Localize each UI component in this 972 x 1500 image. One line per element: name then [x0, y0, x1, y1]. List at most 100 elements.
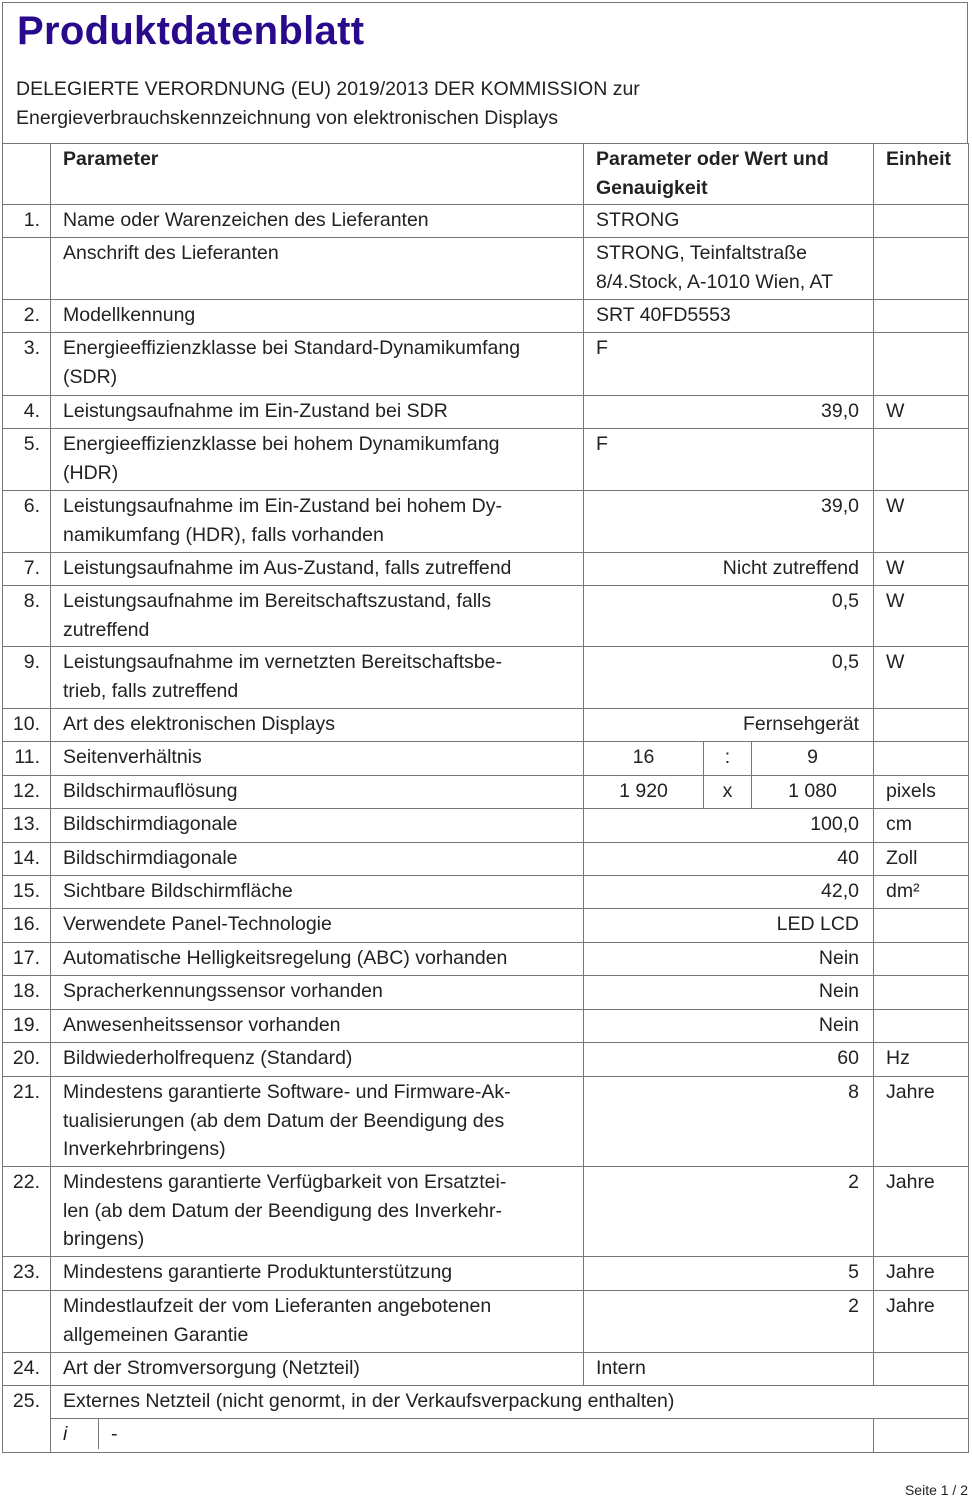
row-parameter: Name oder Warenzeichen des Lieferanten [50, 204, 584, 238]
table-row: 17. Automatische Helligkeitsregelung (ABC… [2, 942, 969, 976]
row-value-separator: x [703, 775, 752, 809]
row-number: 21. [2, 1076, 51, 1167]
table-row: 18. Spracherkennungssensor vorhanden Nein [2, 975, 969, 1010]
row-number: 10. [2, 708, 51, 742]
row-value: 0,5 [583, 585, 874, 647]
header-unit: Einheit [873, 143, 969, 205]
table-row: 20. Bildwiederholfrequenz (Standard) 60 Hz [2, 1042, 969, 1077]
row-unit: Jahre [873, 1076, 969, 1167]
row-parameter: Mindestens garantierte Verfügbarkeit von… [50, 1166, 584, 1257]
row-value: Nicht zutreffend [583, 552, 874, 586]
row-value: 0,5 [583, 646, 874, 709]
row-unit [873, 428, 969, 491]
row-parameter: Anschrift des Lieferanten [50, 237, 584, 300]
row-unit [873, 1352, 969, 1386]
row-number: 13. [2, 808, 51, 843]
row-parameter: Sichtbare Bildschirmfläche [50, 875, 584, 909]
table-row: 14. Bildschirmdiagonale 40 Zoll [2, 842, 969, 876]
row-parameter: Bildwiederholfrequenz (Standard) [50, 1042, 584, 1077]
row-parameter: Art des elektronischen Displays [50, 708, 584, 742]
row-parameter: Mindestlaufzeit der vom Lieferanten ange… [50, 1290, 584, 1353]
table-row: 9. Leistungsaufnahme im vernetzten Bereit… [2, 646, 969, 709]
table-row: 5. Energieeffizienzklasse bei hohem Dynam… [2, 428, 969, 491]
header-value: Parameter oder Wert und Genauigkeit [583, 143, 874, 205]
row-unit [873, 204, 969, 238]
row-unit: Jahre [873, 1256, 969, 1291]
table-row: 2. Modellkennung SRT 40FD5553 [2, 299, 969, 333]
row-number [2, 237, 51, 300]
table-row: 15. Sichtbare Bildschirmfläche 42,0 dm² [2, 875, 969, 909]
row-unit: Hz [873, 1042, 969, 1077]
row-number: 25. [2, 1385, 51, 1453]
product-data-table: Parameter Parameter oder Wert und Genaui… [2, 143, 969, 1453]
table-row: 7. Leistungsaufnahme im Aus-Zustand, fall… [2, 552, 969, 586]
document-header: Produktdatenblatt DELEGIERTE VERORDNUNG … [2, 2, 968, 144]
row-parameter: Mindestens garantierte Software- und Fir… [50, 1076, 584, 1167]
table-row: 22. Mindestens garantierte Verfügbarkeit … [2, 1166, 969, 1257]
row-number: 5. [2, 428, 51, 491]
table-row: 23. Mindestens garantierte Produktunterst… [2, 1256, 969, 1291]
row-parameter: Art der Stromversorgung (Netzteil) [50, 1352, 584, 1386]
table-row-sub-i: i- [3, 1418, 969, 1453]
row-parameter: Bildschirmauflösung [50, 775, 584, 809]
row-parameter: Anwesenheitssensor vorhanden [50, 1009, 584, 1043]
row-parameter: Spracherkennungssensor vorhanden [50, 975, 584, 1010]
row-value: 39,0 [583, 395, 874, 429]
row-parameter: Mindestens garantierte Produktunterstütz… [50, 1256, 584, 1291]
row-number: 3. [2, 332, 51, 396]
row-value: F [583, 428, 874, 491]
row-unit [873, 942, 969, 976]
row-parameter: Energieeffizienzklasse bei hohem Dynamik… [50, 428, 584, 491]
row-parameter: Energieeffizienzklasse bei Standard-Dyna… [50, 332, 584, 396]
row-unit [873, 741, 969, 776]
row-number: 2. [2, 299, 51, 333]
row-value: Nein [583, 975, 874, 1010]
header-num [2, 143, 51, 205]
row-unit [873, 299, 969, 333]
row-value: 5 [583, 1256, 874, 1291]
row-number: 23. [2, 1256, 51, 1291]
row-number: 22. [2, 1166, 51, 1257]
row-parameter: Modellkennung [50, 299, 584, 333]
table-row-25: 25. Externes Netzteil (nicht genormt, in … [2, 1385, 969, 1453]
row-unit: Jahre [873, 1166, 969, 1257]
row-number: 19. [2, 1009, 51, 1043]
sub-row-value: - [111, 1423, 118, 1445]
table-row: Mindestlaufzeit der vom Lieferanten ange… [2, 1290, 969, 1353]
row-value: Nein [583, 1009, 874, 1043]
row-unit: Jahre [873, 1290, 969, 1353]
row-number: 11. [2, 741, 51, 776]
row-number: 15. [2, 875, 51, 909]
row-unit [873, 975, 969, 1010]
row-value: 60 [583, 1042, 874, 1077]
table-row: 10. Art des elektronischen Displays Fernse… [2, 708, 969, 742]
row-value: 2 [583, 1166, 874, 1257]
row-value: Intern [583, 1352, 874, 1386]
row-unit [873, 908, 969, 943]
row-unit: W [873, 585, 969, 647]
row-parameter: Seitenverhältnis [50, 741, 584, 776]
row-unit: W [873, 490, 969, 553]
table-row: 4. Leistungsaufnahme im Ein-Zustand bei S… [2, 395, 969, 429]
row-unit: pixels [873, 775, 969, 809]
table-row: 3. Energieeffizienzklasse bei Standard-Dy… [2, 332, 969, 396]
regulation-subtitle: DELEGIERTE VERORDNUNG (EU) 2019/2013 DER… [16, 78, 640, 129]
table-row: 11. Seitenverhältnis 16:9 [2, 741, 969, 776]
row-number: 18. [2, 975, 51, 1010]
row-parameter: Leistungsaufnahme im Aus-Zustand, falls … [50, 552, 584, 586]
page-number: Seite 1 / 2 [904, 1482, 968, 1498]
header-parameter: Parameter [50, 143, 584, 205]
row-value-a: 1 920 [583, 775, 704, 809]
row-unit: dm² [873, 875, 969, 909]
table-row: 16. Verwendete Panel-Technologie LED LCD [2, 908, 969, 943]
table-row: 6. Leistungsaufnahme im Ein-Zustand bei h… [2, 490, 969, 553]
table-row: 8. Leistungsaufnahme im Bereitschaftszust… [2, 585, 969, 647]
row-value: 100,0 [583, 808, 874, 843]
row-unit [873, 1418, 969, 1453]
row-value: F [583, 332, 874, 396]
row-unit: W [873, 646, 969, 709]
row-value-separator: : [703, 741, 752, 776]
row-number: 16. [2, 908, 51, 943]
row-parameter: Leistungsaufnahme im Ein-Zustand bei SDR [50, 395, 584, 429]
row-value: LED LCD [583, 908, 874, 943]
